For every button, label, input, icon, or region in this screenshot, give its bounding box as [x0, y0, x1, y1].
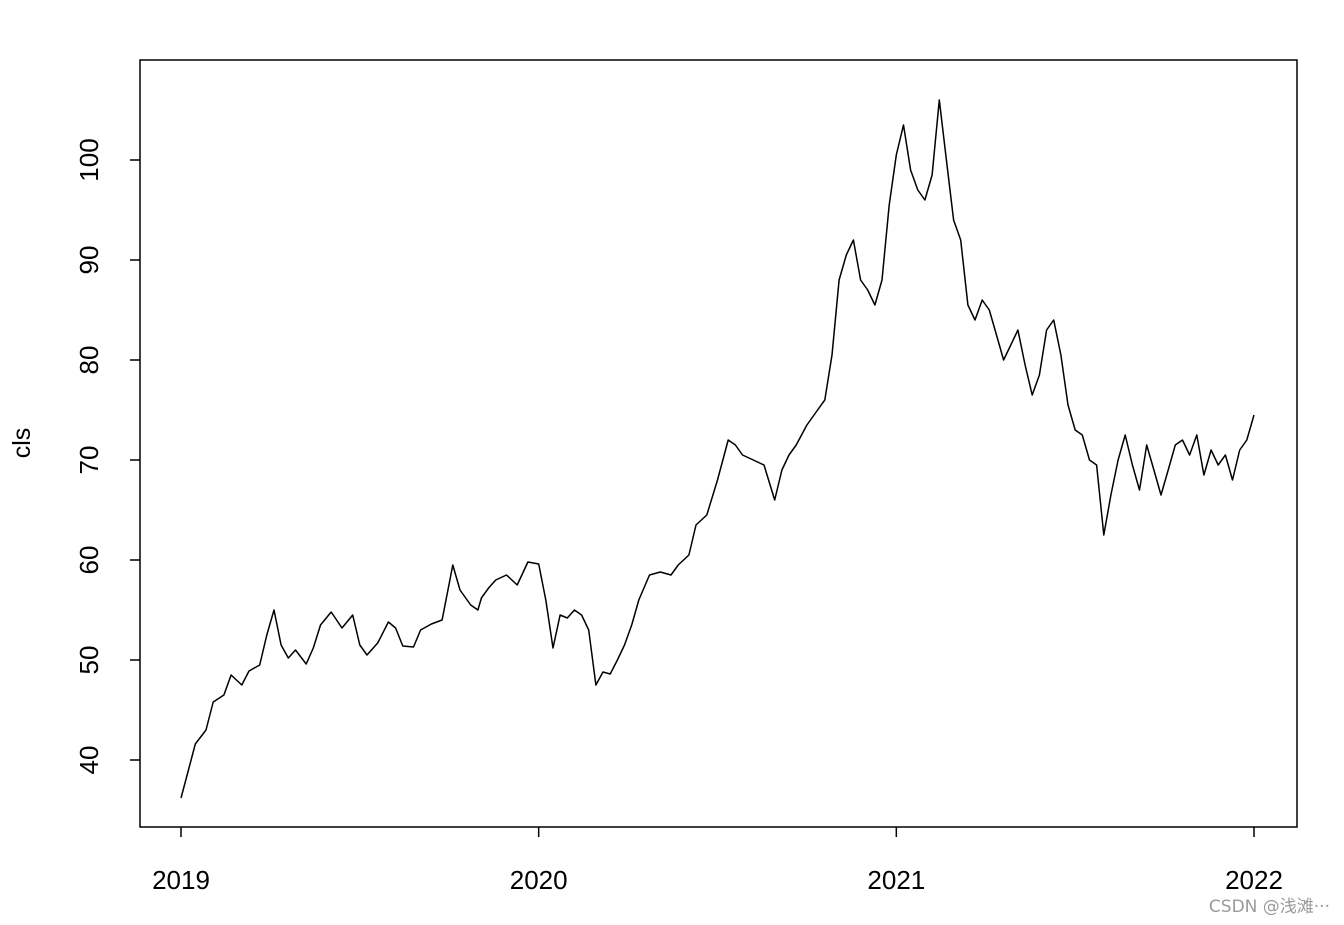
y-axis-title: cls: [8, 428, 36, 459]
x-tick-label: 2022: [1225, 865, 1283, 895]
x-axis: 2019 2020 2021 2022: [152, 827, 1283, 895]
y-axis: 40 50 60 70 80 90 100: [74, 138, 140, 774]
y-tick-label: 60: [74, 546, 104, 575]
plot-frame: [139, 59, 1298, 828]
y-tick-label: 40: [74, 746, 104, 775]
y-tick-label: 80: [74, 346, 104, 375]
y-tick-label: 90: [74, 246, 104, 275]
series-group: [180, 99, 1255, 799]
y-tick-label: 70: [74, 446, 104, 475]
y-tick-label: 100: [74, 138, 104, 181]
series-line: [180, 99, 1255, 799]
watermark: CSDN @浅滩···: [1208, 897, 1330, 917]
x-tick-label: 2019: [152, 865, 210, 895]
x-tick-label: 2020: [510, 865, 568, 895]
y-tick-label: 50: [74, 646, 104, 675]
x-tick-label: 2021: [867, 865, 925, 895]
